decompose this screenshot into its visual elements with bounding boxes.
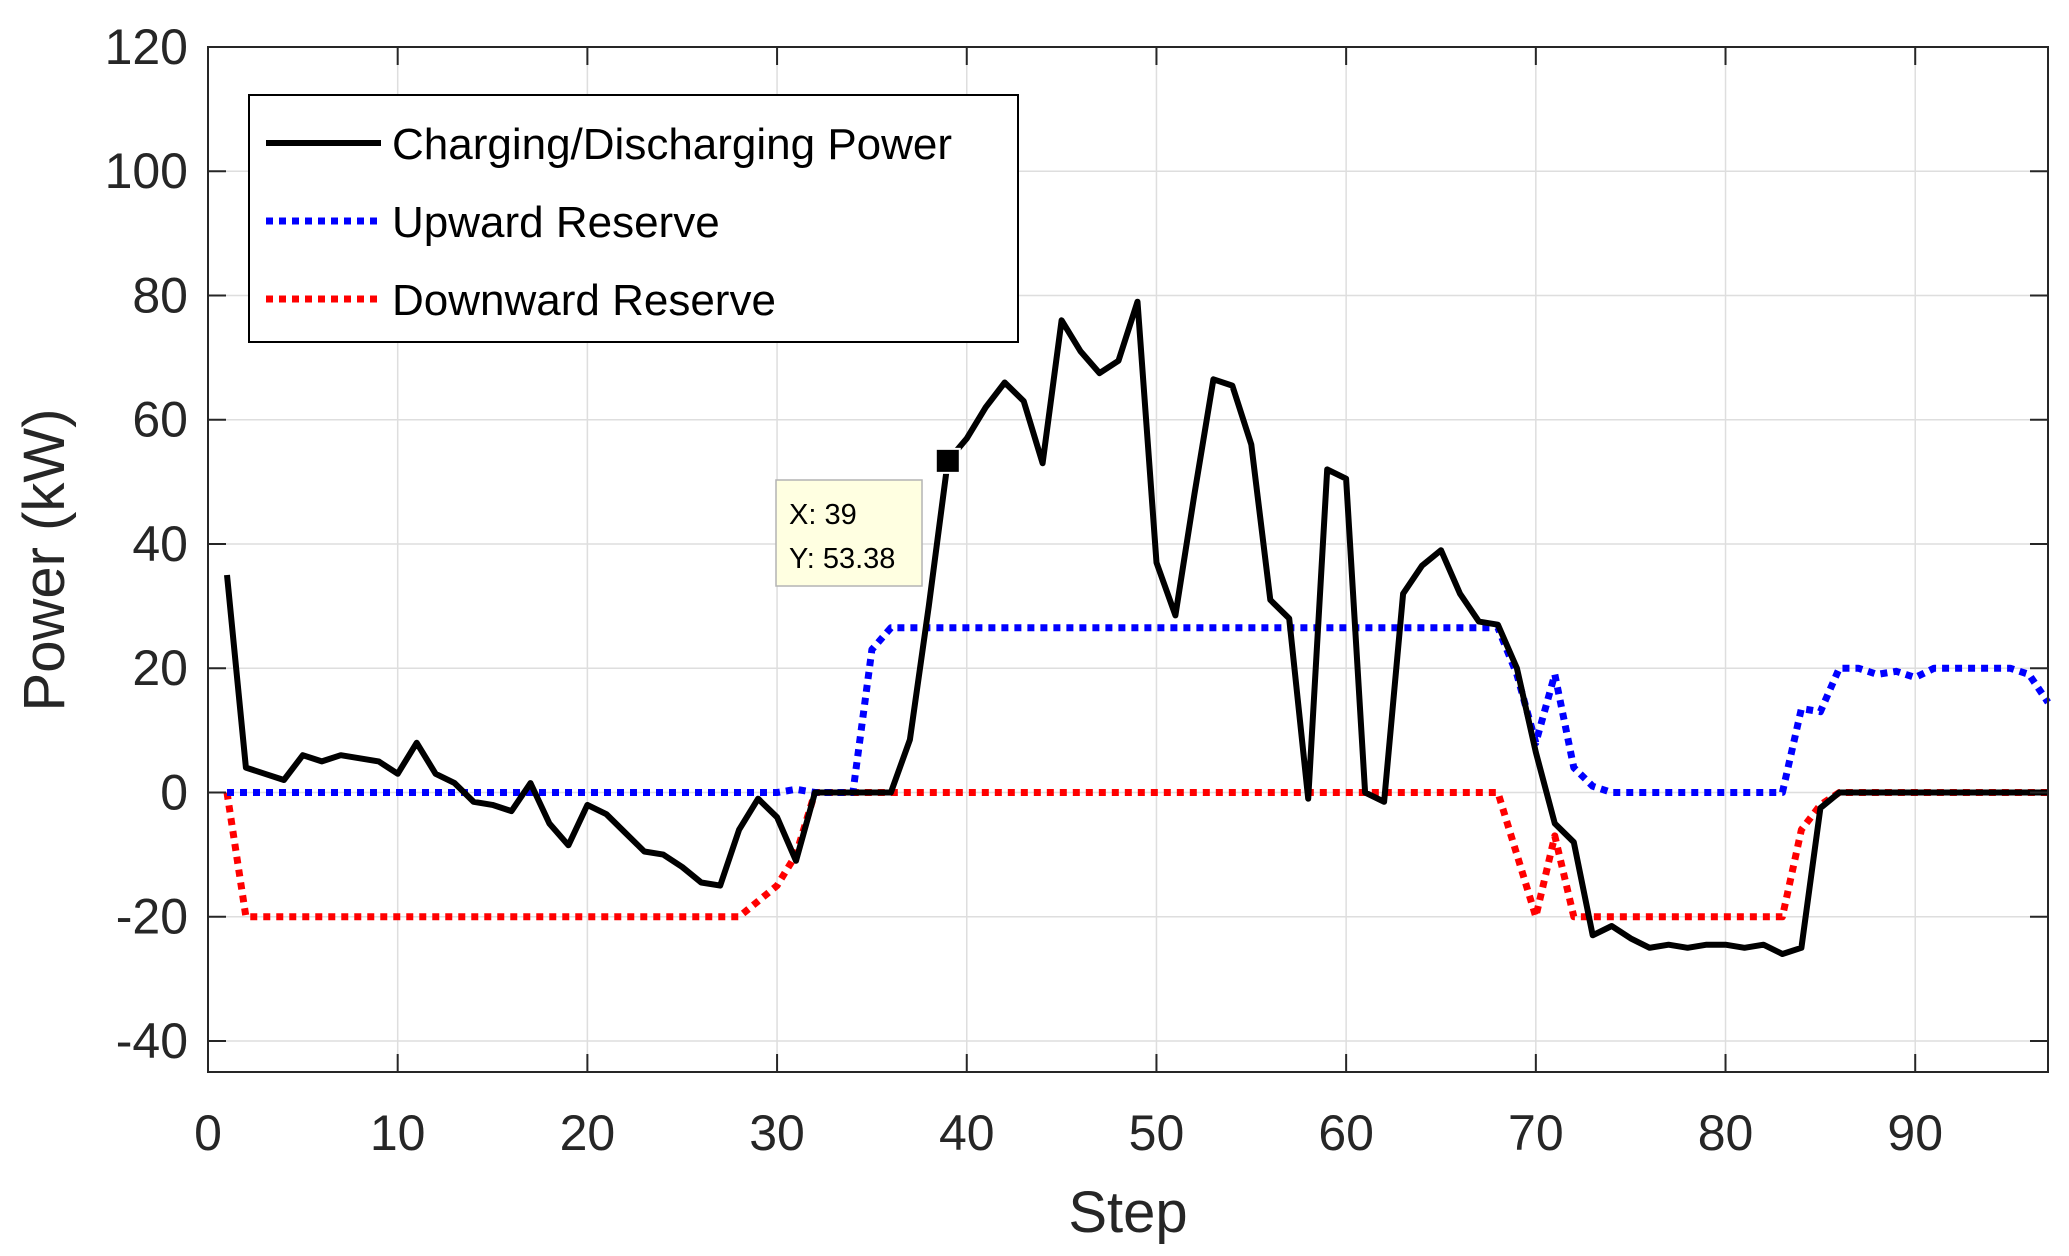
series-layer bbox=[223, 298, 2051, 957]
x-tick-label: 60 bbox=[1318, 1105, 1374, 1161]
x-tick-label: 10 bbox=[370, 1105, 426, 1161]
y-tick-label: 80 bbox=[132, 267, 188, 323]
y-tick-label: -20 bbox=[116, 889, 188, 945]
legend-label-upward: Upward Reserve bbox=[392, 198, 720, 247]
datatip-y-label: Y: 53.38 bbox=[789, 543, 895, 575]
plot-frame bbox=[207, 46, 2049, 1073]
series-line-power bbox=[224, 298, 2048, 957]
y-axis-title: Power (kW) bbox=[12, 409, 77, 712]
datatip-box bbox=[775, 479, 923, 587]
legend: Charging/Discharging Power Upward Reserv… bbox=[248, 94, 1019, 343]
x-tick-label: 90 bbox=[1887, 1105, 1943, 1161]
x-tick-label: 30 bbox=[749, 1105, 805, 1161]
datatip-marker[interactable] bbox=[934, 447, 961, 474]
x-tick-label: 20 bbox=[560, 1105, 616, 1161]
y-tick-label: 100 bbox=[105, 143, 188, 199]
series-line-upward-reserve bbox=[227, 624, 2051, 796]
legend-label-downward: Downward Reserve bbox=[392, 276, 776, 325]
y-tick-label: 120 bbox=[105, 19, 188, 75]
datatip[interactable]: X: 39 Y: 53.38 bbox=[775, 447, 961, 587]
y-tick-label: 40 bbox=[132, 516, 188, 572]
x-tick-label: 80 bbox=[1698, 1105, 1754, 1161]
y-tick-label: 0 bbox=[160, 764, 188, 820]
x-tick-label: 50 bbox=[1129, 1105, 1185, 1161]
tick-marks bbox=[207, 46, 2048, 1072]
y-tick-label: 60 bbox=[132, 392, 188, 448]
x-tick-label: 40 bbox=[939, 1105, 995, 1161]
legend-box bbox=[248, 94, 1019, 343]
y-tick-label: -40 bbox=[116, 1013, 188, 1069]
x-axis-title: Step bbox=[1068, 1180, 1187, 1245]
tick-labels: 0 10 20 30 40 50 60 70 80 90 -40 -20 0 20 40 60 80 100 120 bbox=[105, 19, 1943, 1161]
x-tick-label: 70 bbox=[1508, 1105, 1564, 1161]
legend-label-power: Charging/Discharging Power bbox=[392, 120, 952, 169]
x-tick-label: 0 bbox=[194, 1105, 222, 1161]
datatip-x-label: X: 39 bbox=[789, 499, 857, 531]
y-tick-label: 20 bbox=[132, 640, 188, 696]
